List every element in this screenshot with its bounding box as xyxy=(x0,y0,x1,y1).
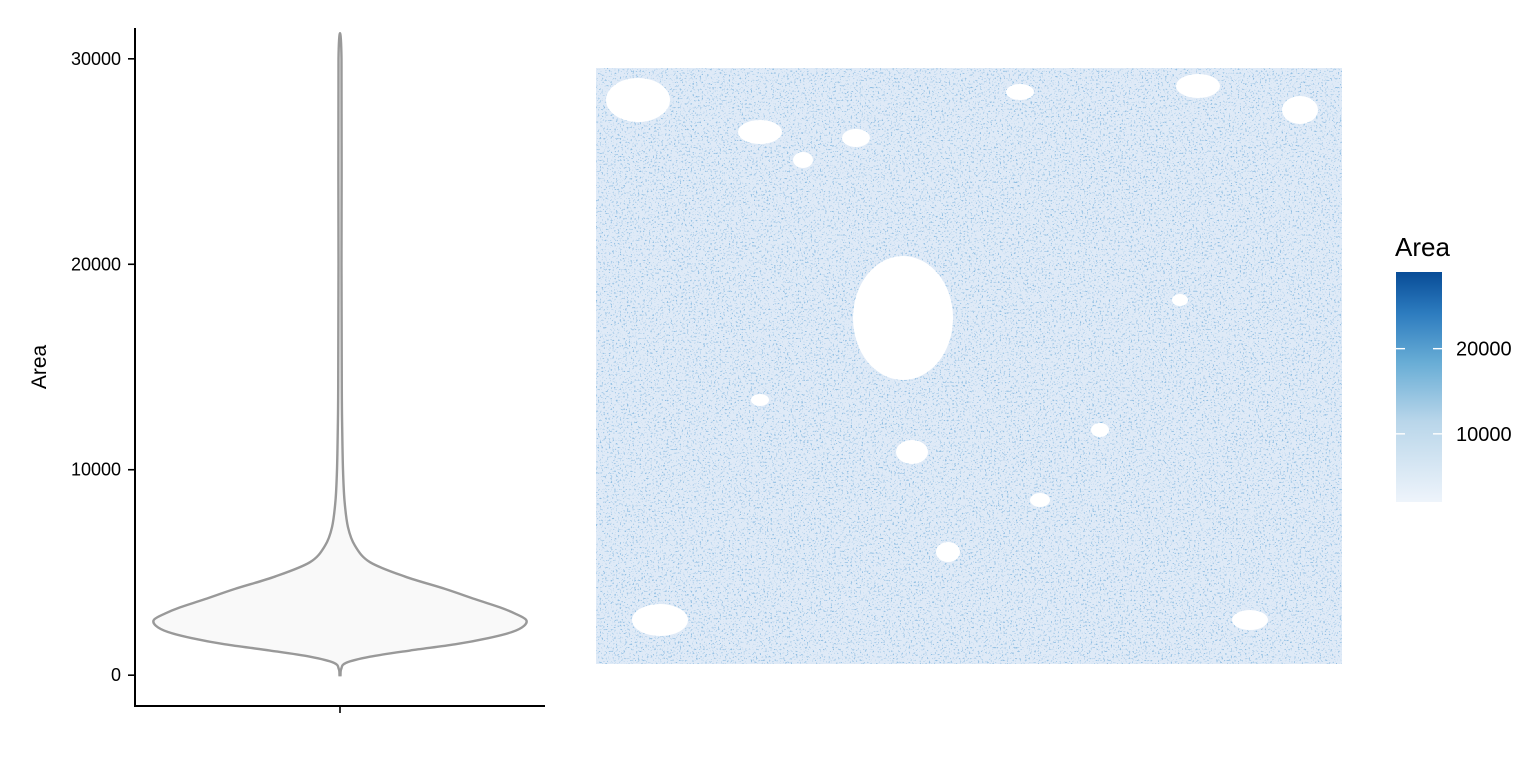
y-tick-label: 10000 xyxy=(71,460,121,480)
empty-patch xyxy=(606,78,670,122)
empty-patch xyxy=(1006,84,1034,100)
empty-patch xyxy=(936,542,960,562)
empty-patch xyxy=(1091,423,1109,437)
empty-patch xyxy=(1172,294,1188,306)
violin-panel: 0 10000 20000 30000 Area xyxy=(28,28,545,713)
y-ticks: 0 10000 20000 30000 xyxy=(71,49,135,685)
empty-patch xyxy=(1282,96,1318,124)
legend-title: Area xyxy=(1395,232,1450,262)
y-axis-title: Area xyxy=(28,345,51,390)
legend-tick-label: 10000 xyxy=(1456,424,1512,446)
violin-shape xyxy=(152,32,528,677)
y-tick-label: 0 xyxy=(111,665,121,685)
empty-patch xyxy=(1176,74,1220,98)
heatmap-texture xyxy=(596,68,1342,664)
empty-patch xyxy=(738,120,782,144)
legend: Area 10000 20000 xyxy=(1395,232,1512,502)
legend-colorbar xyxy=(1396,272,1442,502)
legend-ticks: 10000 20000 xyxy=(1396,339,1512,446)
empty-patch xyxy=(896,440,928,464)
tissue-hole xyxy=(853,256,953,380)
empty-patch xyxy=(1232,610,1268,630)
empty-patch xyxy=(1030,493,1050,507)
y-tick-label: 20000 xyxy=(71,254,121,274)
y-tick-label: 30000 xyxy=(71,49,121,69)
empty-patch xyxy=(842,129,870,147)
empty-patch xyxy=(632,604,688,636)
heatmap-panel: Area 10000 20000 xyxy=(596,68,1512,664)
heatmap-tiles xyxy=(596,68,1342,664)
empty-patch xyxy=(793,152,813,168)
empty-patch xyxy=(751,394,769,406)
legend-tick-label: 20000 xyxy=(1456,339,1512,361)
heatmap-empty-regions xyxy=(606,74,1318,636)
